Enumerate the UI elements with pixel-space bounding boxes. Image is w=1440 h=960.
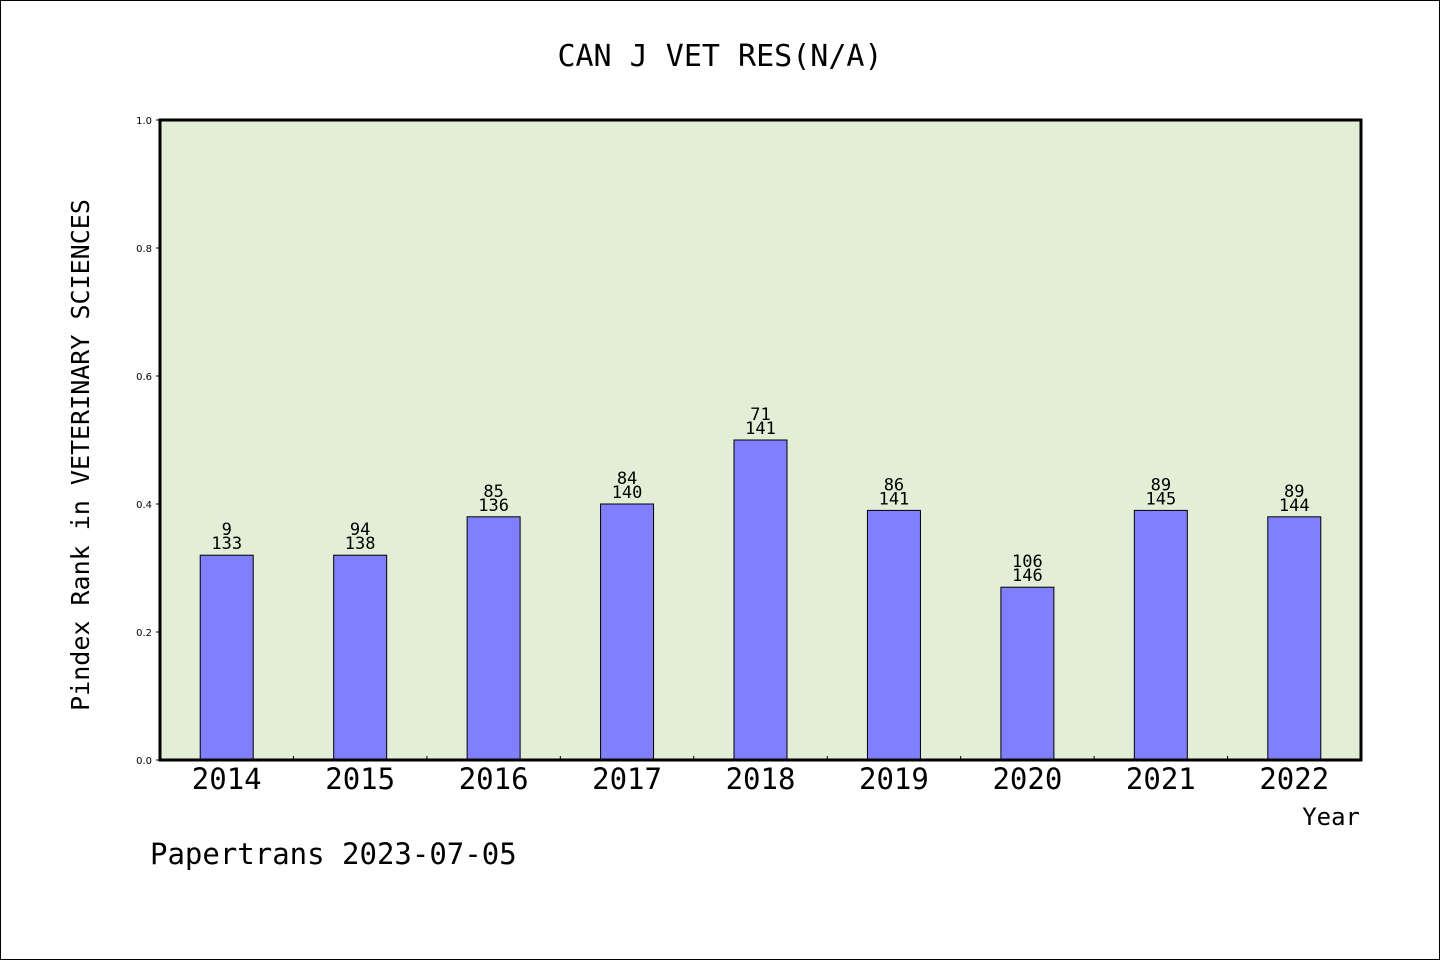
bar-rank-label: 106 <box>1012 552 1043 572</box>
bar-total-label: 141 <box>745 419 776 439</box>
bar-2019 <box>866 509 921 761</box>
y-tick-label: 0.0 <box>136 756 152 767</box>
bar-2015 <box>333 554 388 761</box>
x-tick-label: 2019 <box>859 762 929 796</box>
bar-rank-label: 9 <box>222 520 232 540</box>
x-tick-label: 2017 <box>592 762 662 796</box>
bar-total-label: 140 <box>612 483 643 503</box>
chart-title: CAN J VET RES(N/A) <box>557 39 882 74</box>
footer-credit: Papertrans 2023-07-05 <box>150 837 517 871</box>
bar-total-label: 146 <box>1012 566 1043 586</box>
bar-rank-label: 84 <box>617 469 637 489</box>
y-tick-label: 0.6 <box>136 372 152 383</box>
x-tick-label: 2022 <box>1259 762 1329 796</box>
bar-total-label: 138 <box>345 534 376 554</box>
plot-border <box>158 118 1363 762</box>
bar-2016 <box>466 516 521 761</box>
y-tick-label: 0.8 <box>136 244 152 255</box>
bar-2018 <box>733 439 788 761</box>
x-tick-label: 2015 <box>325 762 395 796</box>
bar-total-label: 144 <box>1279 496 1310 516</box>
bar-total-label: 145 <box>1145 489 1176 509</box>
bar-rank-label: 71 <box>750 405 770 425</box>
bar-rank-label: 89 <box>1151 475 1171 495</box>
y-tick-label: 0.4 <box>136 500 152 511</box>
bar-2017 <box>600 503 655 761</box>
bar-rank-label: 85 <box>483 482 503 502</box>
x-tick-label: 2014 <box>192 762 262 796</box>
y-axis-label: Pindex Rank in VETERINARY SCIENCES <box>66 199 95 711</box>
x-tick-label: 2020 <box>992 762 1062 796</box>
x-tick-label: 2021 <box>1126 762 1196 796</box>
bar-rank-label: 94 <box>350 520 370 540</box>
bar-2021 <box>1133 509 1188 761</box>
x-tick-label: 2016 <box>459 762 529 796</box>
bar-total-label: 133 <box>211 534 242 554</box>
bar-2020 <box>1000 586 1055 761</box>
x-axis-label: Year <box>1302 803 1360 831</box>
bar-total-label: 141 <box>879 489 910 509</box>
y-tick-label: 0.2 <box>136 628 152 639</box>
bar-rank-label: 86 <box>884 475 904 495</box>
bar-2014 <box>199 554 254 761</box>
bar-2022 <box>1267 516 1322 761</box>
bar-total-label: 136 <box>478 496 509 516</box>
x-tick-label: 2018 <box>726 762 796 796</box>
y-tick-label: 1.0 <box>136 116 152 127</box>
bar-rank-label: 89 <box>1284 482 1304 502</box>
